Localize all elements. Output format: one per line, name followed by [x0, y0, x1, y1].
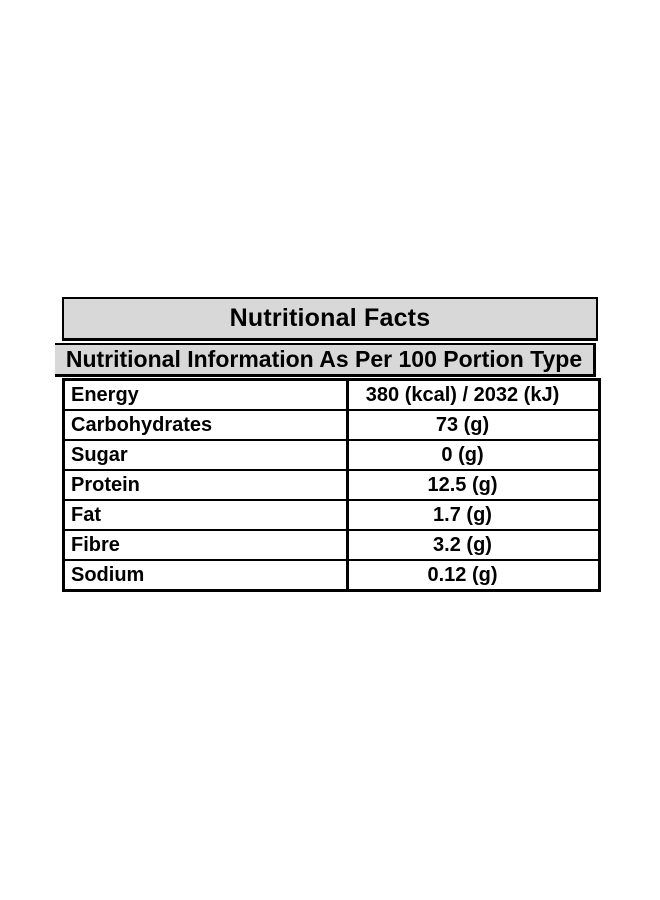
nutrient-value: 73 (g): [346, 409, 601, 441]
nutrient-label: Protein: [62, 469, 349, 501]
nutrition-table: Energy 380 (kcal) / 2032 (kJ) Carbohydrate…: [62, 378, 601, 592]
table-row: Energy 380 (kcal) / 2032 (kJ): [62, 378, 601, 411]
table-row: Carbohydrates 73 (g): [62, 409, 601, 441]
nutrient-label: Carbohydrates: [62, 409, 349, 441]
nutrient-label: Energy: [62, 378, 349, 411]
nutrient-label: Sodium: [62, 559, 349, 592]
nutrient-value: 1.7 (g): [346, 499, 601, 531]
table-row: Fibre 3.2 (g): [62, 529, 601, 561]
nutrition-title: Nutritional Facts: [229, 304, 431, 332]
nutrient-value: 0 (g): [346, 439, 601, 471]
table-row: Fat 1.7 (g): [62, 499, 601, 531]
nutrition-title-bar: Nutritional Facts: [62, 297, 598, 341]
table-row: Sodium 0.12 (g): [62, 559, 601, 592]
table-row: Sugar 0 (g): [62, 439, 601, 471]
nutrient-label: Fibre: [62, 529, 349, 561]
nutrition-subtitle: Nutritional Information As Per 100 Porti…: [65, 346, 583, 372]
nutrient-value: 380 (kcal) / 2032 (kJ): [346, 378, 601, 411]
nutrient-value: 0.12 (g): [346, 559, 601, 592]
nutrient-label: Fat: [62, 499, 349, 531]
nutrient-value: 3.2 (g): [346, 529, 601, 561]
nutrition-subtitle-bar: Nutritional Information As Per 100 Porti…: [55, 343, 596, 377]
nutrient-value: 12.5 (g): [346, 469, 601, 501]
nutrition-rows: Energy 380 (kcal) / 2032 (kJ) Carbohydrate…: [62, 378, 601, 592]
nutrient-label: Sugar: [62, 439, 349, 471]
table-row: Protein 12.5 (g): [62, 469, 601, 501]
